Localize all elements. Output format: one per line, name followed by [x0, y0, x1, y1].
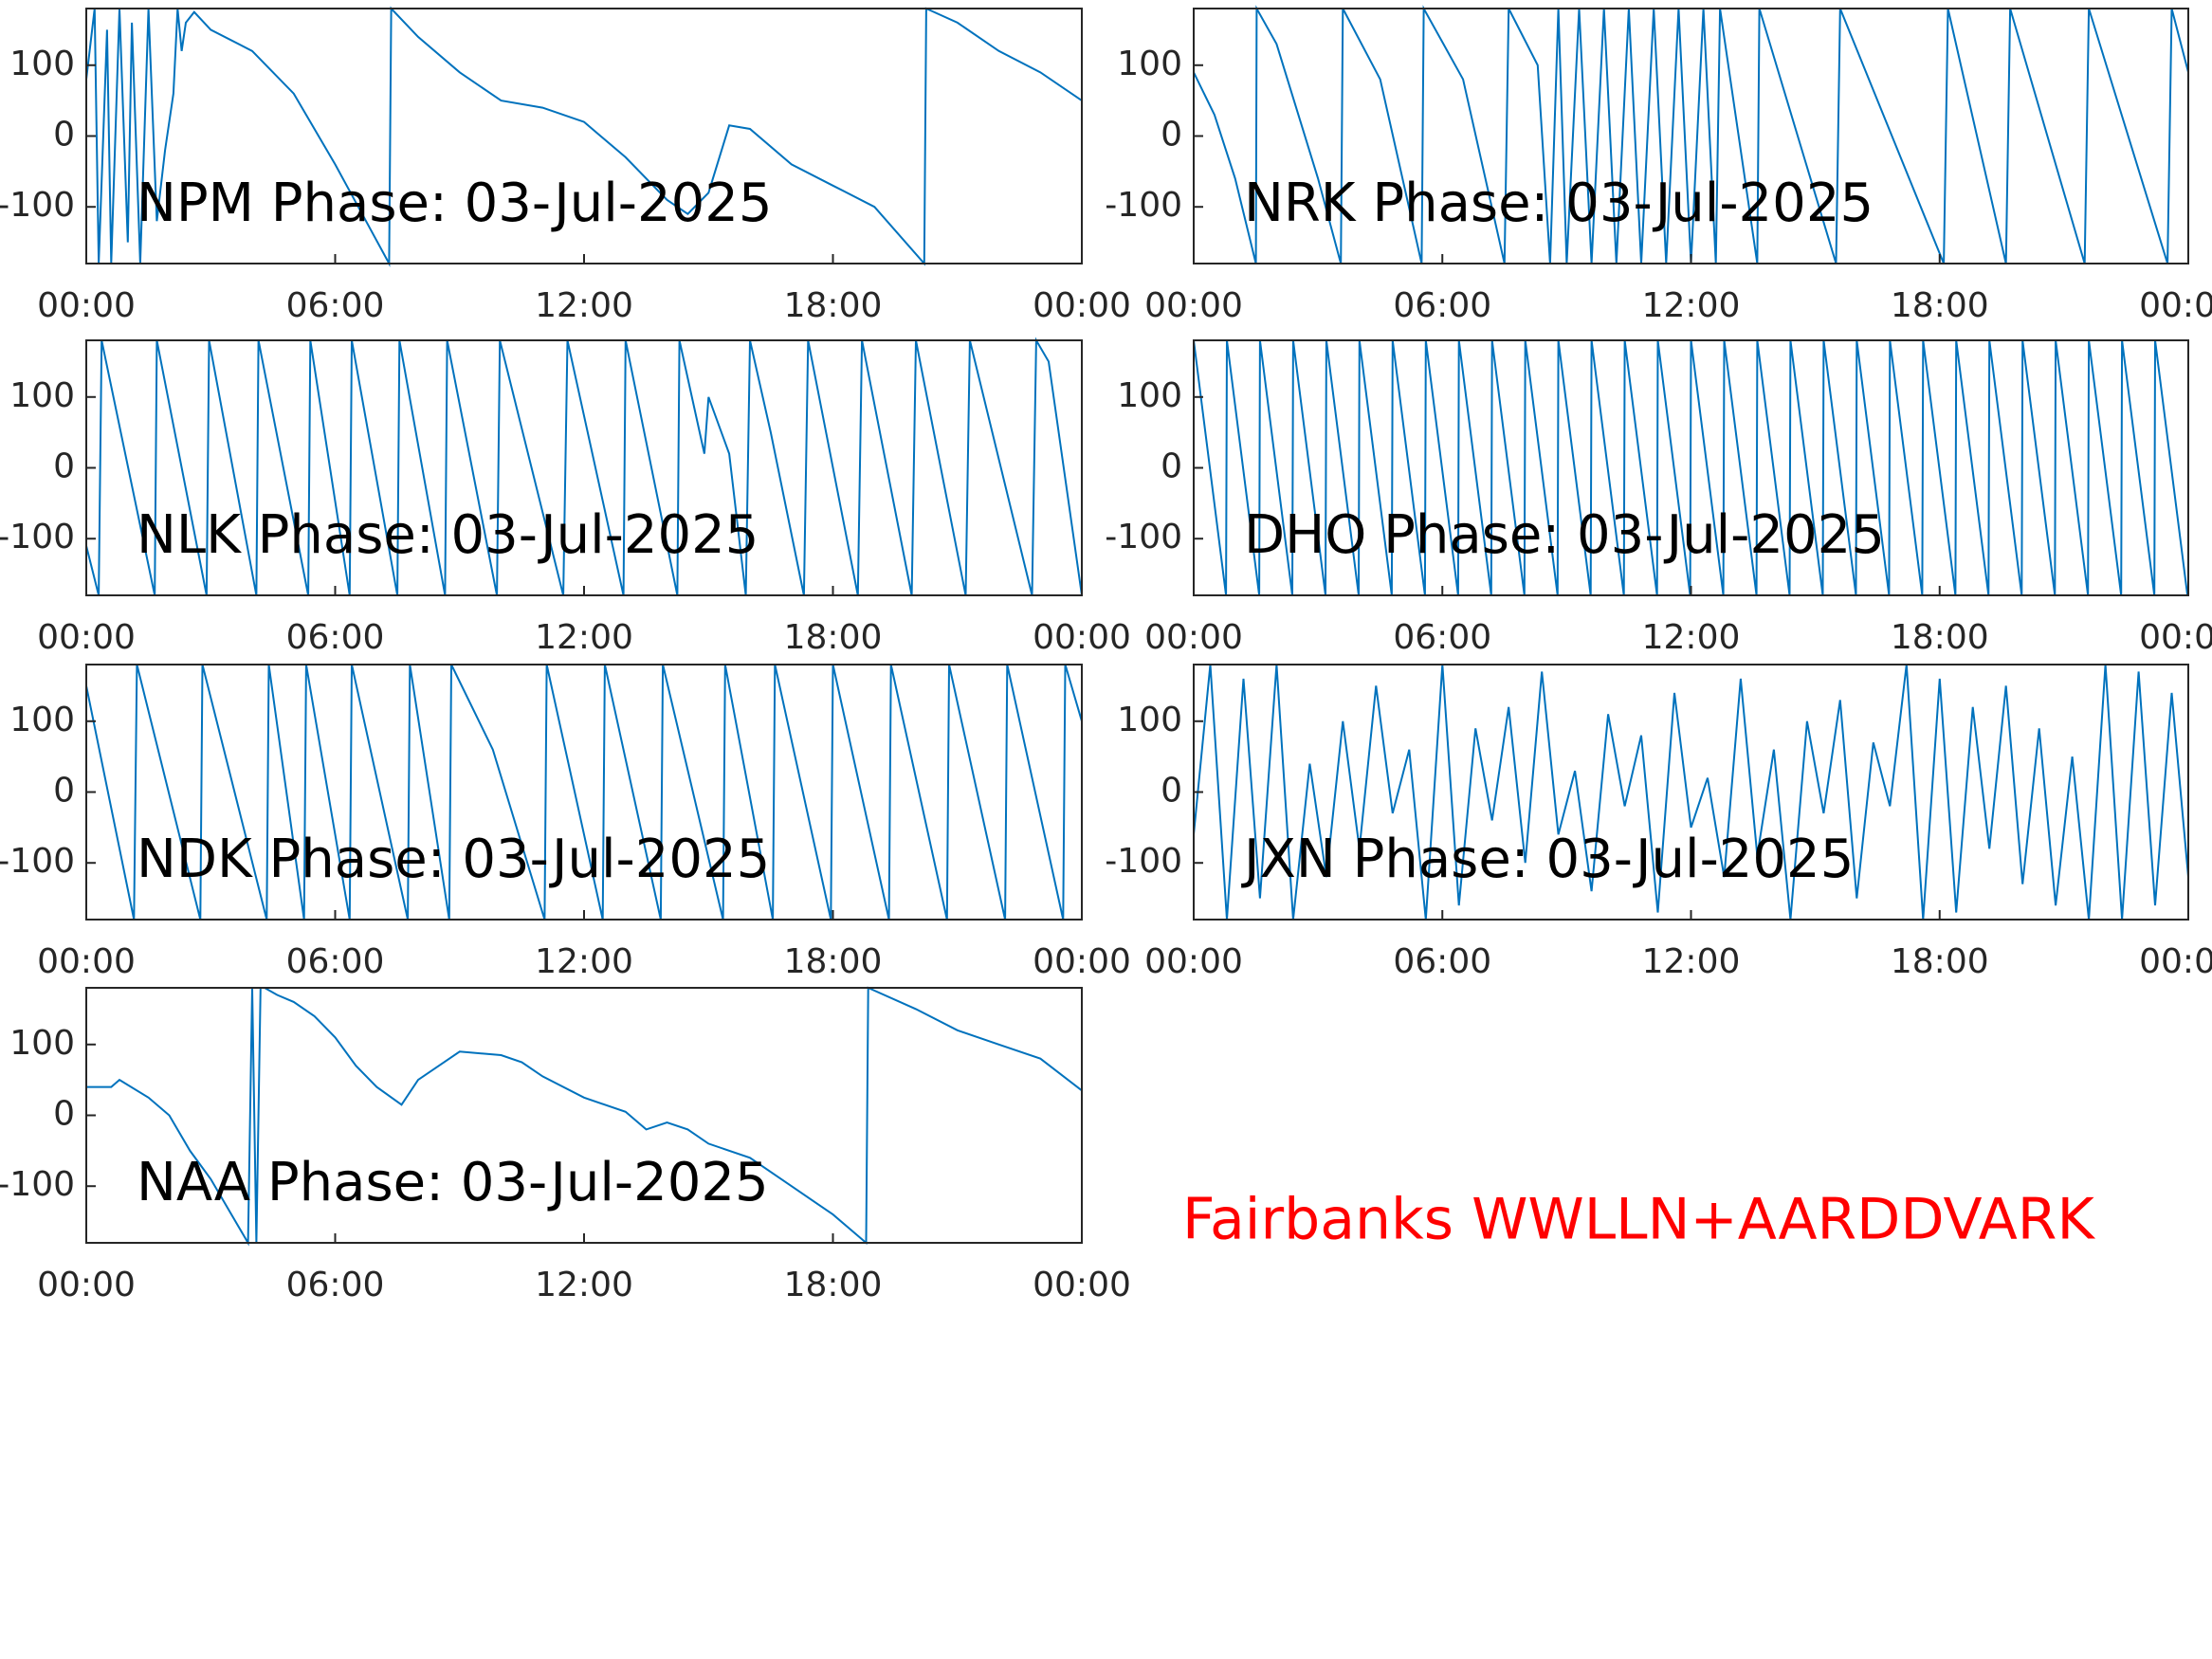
y-tick-label: -100 [0, 1165, 75, 1204]
y-tick-label: 0 [53, 772, 75, 811]
x-tick-label: 18:00 [784, 1266, 883, 1304]
chart-title: NRK Phase: 03-Jul-2025 [1244, 173, 1874, 234]
y-tick-label: 100 [1117, 701, 1182, 739]
x-tick-label: 18:00 [1891, 942, 1989, 981]
phase-line [86, 986, 1083, 1247]
y-tick-label: -100 [1105, 186, 1182, 225]
x-tick-label: 12:00 [1642, 286, 1741, 325]
x-tick-label: 00:00 [1144, 942, 1243, 981]
x-tick-label: 12:00 [535, 1266, 633, 1304]
x-tick-label: 18:00 [784, 286, 883, 325]
x-tick-label: 12:00 [535, 942, 633, 981]
y-tick-label: 0 [1161, 772, 1182, 811]
chart-title: JXN Phase: 03-Jul-2025 [1241, 829, 1854, 890]
x-tick-label: 18:00 [784, 942, 883, 981]
chart-title: NDK Phase: 03-Jul-2025 [137, 829, 770, 890]
x-tick-label: 00:00 [37, 942, 136, 981]
x-tick-label: 18:00 [1891, 286, 1989, 325]
x-tick-label: 12:00 [535, 286, 633, 325]
y-tick-label: 0 [1161, 447, 1182, 486]
y-tick-label: 100 [1117, 45, 1182, 83]
y-tick-label: 100 [9, 45, 75, 83]
chart-title: NPM Phase: 03-Jul-2025 [137, 173, 773, 234]
x-tick-label: 18:00 [784, 618, 883, 657]
y-tick-label: -100 [0, 518, 75, 556]
x-tick-label: 06:00 [286, 942, 385, 981]
x-tick-label: 00:00 [1144, 286, 1243, 325]
y-tick-label: 0 [53, 1095, 75, 1134]
x-tick-label: 06:00 [1393, 942, 1491, 981]
y-tick-label: -100 [1105, 518, 1182, 556]
x-tick-label: 00:00 [2139, 286, 2212, 325]
x-tick-label: 06:00 [286, 1266, 385, 1304]
y-tick-label: 0 [53, 116, 75, 155]
y-tick-label: 0 [1161, 116, 1182, 155]
y-tick-label: 100 [1117, 376, 1182, 415]
figure-label: Fairbanks WWLLN+AARDDVARK [1182, 1187, 2095, 1253]
x-tick-label: 00:00 [2139, 942, 2212, 981]
x-tick-label: 00:00 [2139, 618, 2212, 657]
x-tick-label: 00:00 [1144, 618, 1243, 657]
y-tick-label: 100 [9, 701, 75, 739]
chart-title: NAA Phase: 03-Jul-2025 [137, 1152, 769, 1213]
x-tick-label: 12:00 [1642, 618, 1741, 657]
x-tick-label: 06:00 [1393, 286, 1491, 325]
y-tick-label: -100 [0, 842, 75, 881]
y-tick-label: 100 [9, 1024, 75, 1063]
x-tick-label: 00:00 [37, 286, 136, 325]
phase-line [1193, 339, 2189, 596]
chart-title: DHO Phase: 03-Jul-2025 [1244, 504, 1885, 566]
x-tick-label: 00:00 [1033, 1266, 1131, 1304]
x-tick-label: 06:00 [286, 618, 385, 657]
plot-area [86, 665, 1082, 920]
x-tick-label: 00:00 [1033, 618, 1131, 657]
x-tick-label: 12:00 [535, 618, 633, 657]
x-tick-label: 00:00 [37, 1266, 136, 1304]
y-tick-label: 0 [53, 447, 75, 486]
x-tick-label: 00:00 [37, 618, 136, 657]
x-tick-label: 06:00 [286, 286, 385, 325]
y-tick-label: -100 [0, 186, 75, 225]
chart-title: NLK Phase: 03-Jul-2025 [137, 504, 759, 566]
x-tick-label: 18:00 [1891, 618, 1989, 657]
phase-line [1193, 664, 2189, 921]
x-tick-label: 00:00 [1033, 942, 1131, 981]
x-tick-label: 12:00 [1642, 942, 1741, 981]
x-tick-label: 06:00 [1393, 618, 1491, 657]
y-tick-label: -100 [1105, 842, 1182, 881]
x-tick-label: 00:00 [1033, 286, 1131, 325]
y-tick-label: 100 [9, 376, 75, 415]
